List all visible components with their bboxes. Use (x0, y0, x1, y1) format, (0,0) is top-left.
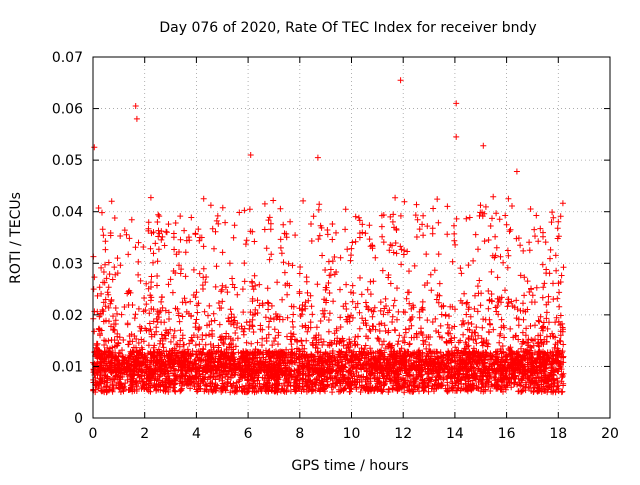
x-tick-label: 8 (295, 426, 304, 442)
x-tick-label: 4 (192, 426, 201, 442)
y-tick-label: 0.01 (52, 359, 83, 375)
axis-ticks: 0 2 4 6 8 10 12 14 16 18 20 0 0.01 0.02 0.03 0.04 0.05 0.… (52, 50, 619, 442)
y-tick-label: 0.04 (52, 205, 83, 221)
x-tick-label: 0 (89, 426, 98, 442)
chart-title: Day 076 of 2020, Rate Of TEC Index for r… (159, 20, 536, 36)
x-tick-label: 10 (343, 426, 361, 442)
y-tick-label: 0.03 (52, 256, 83, 272)
y-tick-label: 0.05 (52, 153, 83, 169)
y-tick-label: 0.02 (52, 308, 83, 324)
x-tick-label: 20 (601, 426, 619, 442)
y-axis-label: ROTI / TECUs (8, 192, 24, 284)
x-tick-label: 16 (498, 426, 516, 442)
x-tick-label: 18 (549, 426, 567, 442)
y-tick-label: 0.06 (52, 102, 83, 118)
roti-markers (90, 77, 567, 396)
y-tick-label: 0.07 (52, 50, 83, 66)
x-tick-label: 14 (446, 426, 464, 442)
grid-layer (93, 57, 610, 418)
x-tick-label: 2 (140, 426, 149, 442)
x-axis-label: GPS time / hours (291, 458, 408, 474)
x-tick-label: 6 (244, 426, 253, 442)
x-tick-label: 12 (394, 426, 412, 442)
y-tick-label: 0 (74, 411, 83, 427)
data-points (90, 77, 567, 396)
